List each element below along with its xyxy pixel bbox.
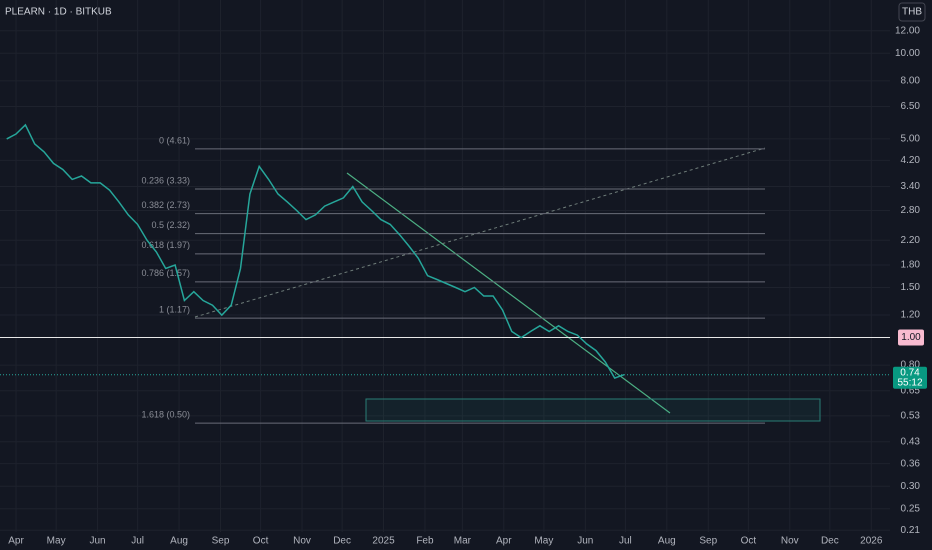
x-tick-label: Aug [170, 536, 188, 547]
x-tick-label: Sep [212, 536, 230, 547]
x-tick-label: Oct [253, 536, 269, 547]
fib-label: 0.786 (1.57) [141, 268, 190, 278]
x-tick-label: Jul [619, 536, 632, 547]
y-tick-label: 0.65 [901, 385, 921, 396]
x-tick-label: 2026 [860, 536, 883, 547]
y-tick-label: 4.20 [901, 155, 921, 166]
y-tick-label: 6.50 [901, 101, 921, 112]
currency[interactable]: THB [902, 7, 922, 18]
y-tick-label: 3.40 [901, 181, 921, 192]
fib-label: 0.382 (2.73) [141, 200, 190, 210]
fib-label: 1.618 (0.50) [141, 410, 190, 420]
currency-box[interactable] [898, 2, 926, 22]
x-tick-label: Feb [416, 536, 434, 547]
hline-label-box [898, 329, 924, 346]
x-tick-label: Oct [741, 536, 757, 547]
y-tick-label: 0.36 [901, 458, 921, 469]
y-tick-label: 0.43 [901, 436, 921, 447]
y-tick-label: 12.00 [895, 25, 920, 36]
y-tick-label: 2.80 [901, 205, 921, 216]
x-tick-label: Mar [454, 536, 472, 547]
hline-label: 1.00 [901, 332, 921, 343]
y-tick-label: 0.80 [901, 360, 921, 371]
target-zone [365, 398, 821, 422]
x-tick-label: Nov [293, 536, 311, 547]
last-price-label: 0.74 [900, 367, 920, 378]
trend-line [346, 172, 671, 414]
fib-label: 0 (4.61) [159, 135, 190, 145]
fib-label: 0.236 (3.33) [141, 175, 190, 185]
chart-title: PLEARN · 1D · BITKUB [5, 7, 112, 18]
y-tick-label: 1.80 [901, 260, 921, 271]
y-tick-label: 1.20 [901, 310, 921, 321]
y-tick-label: 0.53 [901, 411, 921, 422]
y-tick-label: 1.50 [901, 282, 921, 293]
x-tick-label: May [47, 536, 66, 547]
x-tick-label: May [534, 536, 553, 547]
price-line [6, 123, 625, 380]
fib-label: 0.618 (1.97) [141, 240, 190, 250]
x-tick-label: Apr [8, 536, 24, 547]
fib-label: 0.5 (2.32) [151, 220, 190, 230]
x-tick-label: Nov [781, 536, 799, 547]
y-tick-label: 5.00 [901, 134, 921, 145]
last-price-box [893, 366, 927, 389]
y-tick-label: 0.25 [901, 503, 921, 514]
x-tick-label: Sep [699, 536, 717, 547]
x-tick-label: Jun [89, 536, 105, 547]
fib-label: 1 (1.17) [159, 305, 190, 315]
x-tick-label: 2025 [372, 536, 395, 547]
x-tick-label: Aug [658, 536, 676, 547]
x-tick-label: Dec [821, 536, 839, 547]
x-tick-label: Jun [577, 536, 593, 547]
y-tick-label: 2.20 [901, 235, 921, 246]
y-tick-label: 0.30 [901, 481, 921, 492]
x-tick-label: Apr [496, 536, 512, 547]
y-tick-label: 8.00 [901, 75, 921, 86]
y-tick-label: 10.00 [895, 48, 920, 59]
x-tick-label: Jul [131, 536, 144, 547]
x-tick-label: Dec [333, 536, 351, 547]
y-tick-label: 0.21 [901, 525, 921, 536]
countdown: 55:12 [897, 377, 922, 388]
